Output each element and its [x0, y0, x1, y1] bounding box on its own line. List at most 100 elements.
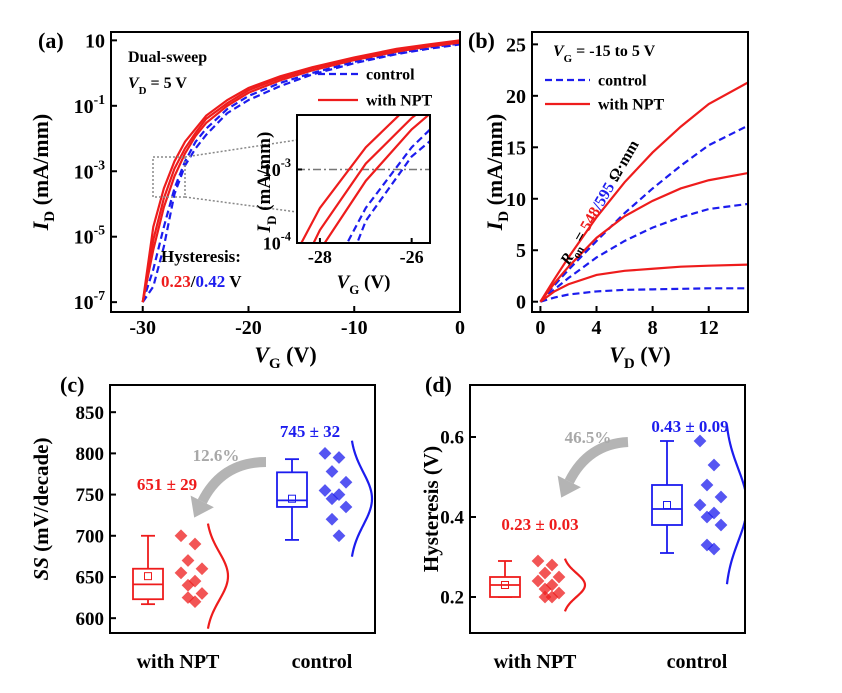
- text-run: -7: [94, 288, 106, 303]
- text-run: 10: [74, 161, 94, 183]
- tick-label: 600: [76, 609, 105, 630]
- text-run: I: [254, 224, 275, 233]
- annotation: Hysteresis:: [161, 247, 241, 266]
- curve: [323, 115, 430, 243]
- tick-label: 10-4: [263, 229, 291, 253]
- box: [651, 484, 683, 526]
- reduction-arrowhead: [190, 495, 214, 518]
- data-point: [700, 478, 714, 492]
- plot-frame: [469, 384, 746, 634]
- tick-label: 10-3: [263, 156, 291, 180]
- tick-label: 10-3: [74, 157, 106, 183]
- text-run: V: [553, 43, 565, 60]
- text-run: (V): [281, 342, 317, 367]
- data-point: [181, 554, 195, 567]
- tick-label: 700: [76, 526, 105, 547]
- stats-label: 745 ± 32: [280, 422, 340, 441]
- reduction-label: 12.6%: [193, 446, 240, 465]
- stats-label: 0.23 ± 0.03: [501, 515, 578, 534]
- y-axis-label: ID (mA/mm): [28, 114, 58, 232]
- tick-label: 850: [76, 403, 105, 424]
- curve: [539, 171, 748, 303]
- curve: [300, 115, 401, 243]
- text-run: (mA/mm): [28, 114, 53, 211]
- stats-label: 0.43 ± 0.09: [651, 417, 728, 436]
- legend-label: control: [598, 73, 647, 90]
- distribution-curve: [350, 440, 374, 557]
- text-run: /: [190, 272, 196, 291]
- box: [489, 576, 521, 598]
- legend-label: with NPT: [366, 93, 433, 110]
- tick-label: 4: [592, 317, 602, 339]
- tick-label: 10-1: [74, 92, 106, 118]
- text-run: G: [349, 282, 359, 297]
- tick-label: 750: [76, 485, 105, 506]
- text-run: -1: [94, 92, 106, 107]
- y-axis-label: SS (mV/decade): [29, 438, 53, 581]
- curve: [312, 115, 418, 243]
- tick-label: 0: [455, 317, 465, 339]
- data-point: [714, 518, 728, 532]
- tick-label: 25: [506, 34, 526, 56]
- text-run: V: [229, 272, 242, 291]
- tick-label: 10: [85, 30, 105, 52]
- data-point: [707, 458, 721, 472]
- tick-label: 15: [506, 137, 526, 159]
- text-run: 10: [74, 292, 94, 314]
- text-run: Hysteresis (V): [419, 446, 443, 572]
- category-label: with NPT: [137, 651, 220, 673]
- zoom-line: [184, 196, 298, 213]
- y-axis-label: Hysteresis (V): [419, 446, 443, 572]
- curve: [539, 202, 748, 303]
- y-axis-label: ID (mA/mm): [254, 132, 279, 234]
- text-run: = 5 V: [147, 75, 188, 92]
- data-point: [174, 566, 188, 580]
- text-run: 10: [74, 96, 94, 118]
- text-run: D: [264, 216, 279, 225]
- plot-frame: [296, 114, 431, 244]
- text-run: -4: [281, 229, 291, 243]
- mean-marker: [144, 572, 152, 581]
- tick-label: 10-7: [74, 288, 106, 314]
- category-label: control: [292, 651, 353, 673]
- distribution-curve: [206, 523, 230, 629]
- data-point: [325, 492, 339, 506]
- annotation: Dual-sweep: [128, 49, 207, 66]
- inset-background: [297, 115, 430, 243]
- data-point: [332, 529, 346, 543]
- text-run: V: [128, 75, 140, 92]
- category-label: with NPT: [494, 651, 577, 673]
- panel-label: (c): [60, 372, 84, 397]
- data-point: [693, 498, 707, 512]
- text-run: (mA/mm): [482, 114, 507, 211]
- data-point: [339, 475, 353, 489]
- text-run: -3: [281, 156, 291, 170]
- x-axis-label: VG (V): [254, 342, 316, 372]
- text-run: 0.23: [161, 272, 191, 291]
- mean-marker: [663, 501, 671, 509]
- panel-label: (d): [425, 372, 452, 397]
- text-run: V: [337, 272, 351, 293]
- data-point: [174, 529, 188, 543]
- text-run: D: [496, 211, 512, 222]
- legend-label: with NPT: [598, 97, 665, 114]
- tick-label: -28: [308, 247, 332, 267]
- text-run: V: [254, 342, 271, 367]
- tick-label: 0.4: [440, 508, 464, 529]
- data-point: [195, 562, 209, 576]
- tick-label: 12: [699, 317, 719, 339]
- annotation: 0.23/0.42 V: [161, 272, 242, 291]
- curve: [141, 43, 460, 303]
- tick-label: 0: [535, 317, 545, 339]
- curve: [141, 40, 460, 303]
- text-run: 10: [263, 160, 281, 180]
- text-run: (V): [359, 272, 390, 293]
- text-run: -5: [94, 223, 106, 238]
- reduction-arrowhead: [557, 475, 581, 498]
- text-run: (mV/decade): [29, 438, 53, 558]
- text-run: (mA/mm): [254, 132, 275, 216]
- mean-marker: [501, 581, 509, 589]
- plot-frame: [109, 384, 376, 634]
- text-run: 10: [263, 233, 281, 253]
